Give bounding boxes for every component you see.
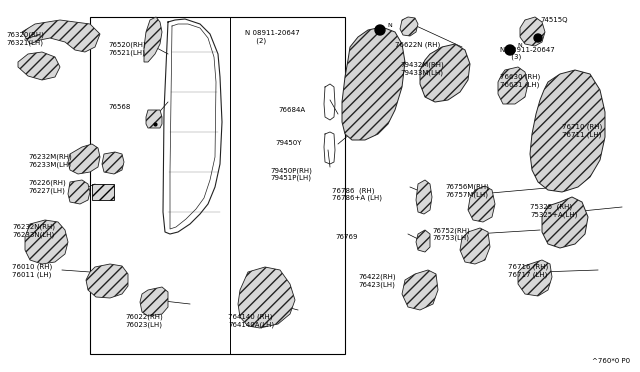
Polygon shape [18,52,60,80]
Text: N 08911-20647
     (2): N 08911-20647 (2) [245,30,300,44]
Text: 76568: 76568 [108,104,131,110]
Polygon shape [498,67,528,104]
Text: 76010 (RH)
76011 (LH): 76010 (RH) 76011 (LH) [12,264,52,278]
Polygon shape [530,70,605,192]
Polygon shape [468,186,495,222]
Polygon shape [25,220,68,264]
Text: 76630 (RH)
76631 (LH): 76630 (RH) 76631 (LH) [500,74,540,88]
Polygon shape [144,17,162,62]
Polygon shape [68,144,100,174]
Polygon shape [22,20,100,52]
Circle shape [375,25,385,35]
Text: 76752(RH)
76753(LH): 76752(RH) 76753(LH) [432,227,470,241]
Text: N: N [387,23,392,28]
Polygon shape [460,228,490,264]
Polygon shape [518,260,552,296]
Polygon shape [542,197,588,248]
Text: 76769: 76769 [335,234,358,240]
Circle shape [505,45,515,55]
Text: 76710 (RH)
76711 (LH): 76710 (RH) 76711 (LH) [562,124,602,138]
Text: 76622N (RH): 76622N (RH) [395,42,440,48]
Text: 79450Y: 79450Y [275,140,301,146]
Text: 76520(RH)
76521(LH): 76520(RH) 76521(LH) [108,42,146,56]
Text: 76320(RH)
76321(LH): 76320(RH) 76321(LH) [6,32,44,46]
Bar [92,184,114,200]
Text: 76756M(RH)
76757M(LH): 76756M(RH) 76757M(LH) [445,184,489,198]
Text: 76022(RH)
76023(LH): 76022(RH) 76023(LH) [125,314,163,328]
Text: 76786  (RH)
76786+A (LH): 76786 (RH) 76786+A (LH) [332,187,382,201]
Text: 764140 (RH)
764140A(LH): 764140 (RH) 764140A(LH) [228,314,274,328]
Polygon shape [102,152,124,174]
Text: N: N [517,43,522,48]
Polygon shape [420,44,470,102]
Text: 79432M(RH)
79433M(LH): 79432M(RH) 79433M(LH) [400,62,444,76]
Polygon shape [238,267,295,328]
Text: 76232M(RH)
76233M(LH): 76232M(RH) 76233M(LH) [28,154,72,168]
Text: 76232N(RH)
76233N(LH): 76232N(RH) 76233N(LH) [12,224,55,238]
Text: 76226(RH)
76227(LH): 76226(RH) 76227(LH) [28,180,66,194]
Text: 75325  (RH)
75325+A(LH): 75325 (RH) 75325+A(LH) [530,204,577,218]
Polygon shape [68,180,90,204]
Polygon shape [400,17,418,36]
Polygon shape [86,264,128,298]
Text: 76684A: 76684A [278,107,305,113]
Text: 76716 (RH)
76717 (LH): 76716 (RH) 76717 (LH) [508,264,548,278]
Polygon shape [140,287,168,316]
Circle shape [534,34,542,42]
Polygon shape [520,17,545,46]
Text: 74515Q: 74515Q [540,17,568,23]
Polygon shape [416,180,432,214]
Bar [90,17,345,354]
Text: 76422(RH)
76423(LH): 76422(RH) 76423(LH) [358,274,396,288]
Polygon shape [342,27,405,140]
Text: ^760*0 P0: ^760*0 P0 [592,358,630,364]
Polygon shape [146,110,162,128]
Polygon shape [416,230,430,252]
Text: N 08911-20647
     (3): N 08911-20647 (3) [500,47,555,61]
Text: 79450P(RH)
79451P(LH): 79450P(RH) 79451P(LH) [270,167,312,181]
Polygon shape [402,270,438,310]
